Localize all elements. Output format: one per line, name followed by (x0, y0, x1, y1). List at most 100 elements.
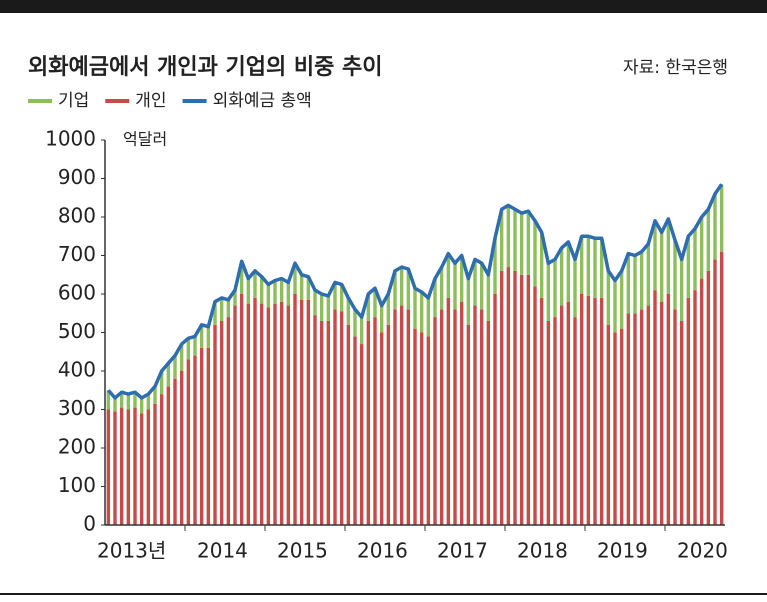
bar (713, 193, 717, 260)
bar (599, 297, 604, 525)
bar (566, 242, 571, 302)
y-tick-label: 300 (58, 396, 96, 420)
bar (273, 280, 277, 304)
bar (439, 267, 444, 310)
bar (153, 386, 157, 404)
bar (579, 294, 584, 525)
bar (699, 217, 704, 279)
bar (633, 255, 637, 314)
bar (266, 307, 271, 525)
bar (293, 294, 297, 525)
bar (619, 270, 624, 329)
bar (173, 378, 177, 525)
y-unit: 억달러 (123, 130, 167, 149)
bar (466, 324, 471, 525)
bar (339, 311, 344, 525)
bar (279, 301, 284, 525)
x-tick-label: 2013년 (97, 539, 166, 563)
bar (519, 274, 524, 525)
bar (379, 332, 384, 525)
bar (486, 274, 491, 321)
bar (419, 292, 424, 333)
bar (399, 267, 404, 306)
bar (366, 320, 371, 525)
bar (533, 286, 537, 525)
bar (546, 263, 551, 321)
bar (386, 294, 391, 325)
bar (666, 294, 671, 525)
bar (633, 313, 637, 525)
bar (553, 317, 557, 525)
chart-title: 외화예금에서 개인과 기업의 비중 추이 (28, 55, 382, 80)
bar (439, 309, 444, 525)
bar (313, 290, 317, 316)
y-tick-label: 500 (58, 319, 96, 343)
bar (279, 278, 284, 302)
bar (493, 294, 497, 525)
bar (626, 313, 631, 525)
bar (113, 397, 117, 412)
bar (699, 278, 704, 525)
bar (166, 363, 171, 387)
bar (286, 282, 291, 306)
bar (146, 409, 151, 525)
bar (606, 324, 611, 525)
bar (366, 294, 371, 321)
bar (593, 297, 597, 525)
bar (306, 276, 311, 300)
y-tick-label: 700 (58, 242, 96, 266)
y-tick-label: 200 (58, 435, 96, 459)
bar (653, 290, 657, 525)
bar (179, 371, 184, 525)
bar (606, 270, 611, 325)
bar (326, 295, 331, 321)
bar (353, 309, 357, 337)
bar (133, 407, 137, 525)
bar (659, 301, 664, 525)
bar (259, 276, 264, 304)
bar (719, 251, 724, 525)
bar (713, 259, 717, 525)
bar (559, 247, 564, 306)
bar (473, 259, 477, 306)
bar (719, 184, 724, 252)
bar (246, 278, 251, 304)
x-tick-label: 2017 (437, 539, 488, 563)
bar (586, 236, 591, 296)
bar (693, 228, 697, 291)
source: 자료: 한국은행 (623, 58, 728, 78)
bar (413, 288, 417, 329)
bar (199, 324, 204, 348)
bar (479, 263, 484, 310)
bar (239, 261, 244, 294)
bar (266, 284, 271, 308)
top-bar (0, 0, 767, 13)
bar (286, 305, 291, 525)
bar (359, 317, 364, 345)
bar (373, 288, 377, 318)
bar (706, 270, 711, 525)
bar (386, 324, 391, 525)
bar (533, 220, 537, 287)
bar (253, 297, 257, 525)
bar (493, 238, 497, 294)
bar (586, 295, 591, 525)
bar (573, 317, 577, 525)
bar (646, 305, 651, 525)
bar (679, 320, 684, 525)
bar (319, 320, 324, 525)
bar (346, 324, 351, 525)
bar (566, 301, 571, 525)
bar (206, 347, 211, 525)
bar (539, 297, 544, 525)
bar (173, 355, 177, 379)
bar (473, 305, 477, 525)
bar (639, 309, 644, 525)
bar (299, 274, 304, 300)
bar (226, 317, 231, 525)
bar (506, 205, 511, 268)
bar (233, 305, 237, 525)
bar (399, 305, 404, 525)
x-tick-label: 2020 (677, 539, 728, 563)
bar (593, 238, 597, 298)
